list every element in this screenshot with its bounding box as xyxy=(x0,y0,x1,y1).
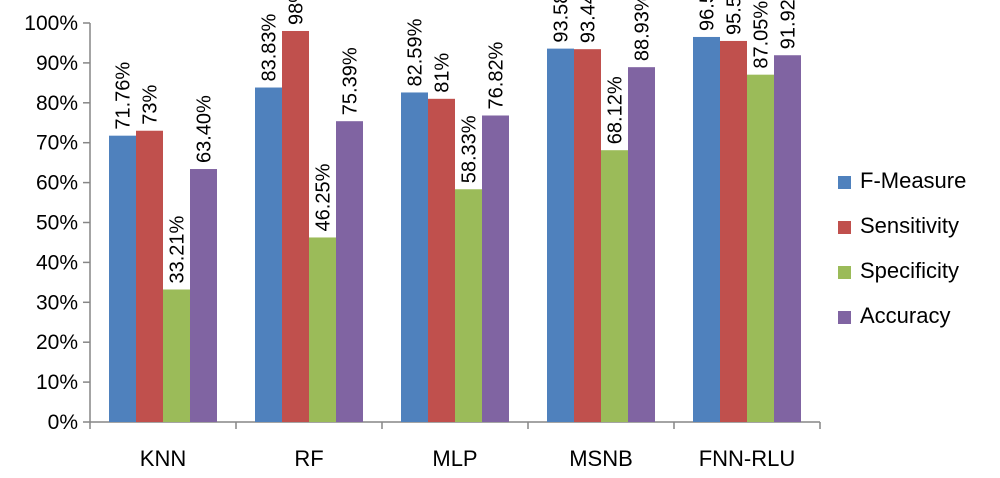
bar-specificity-rf xyxy=(309,237,336,422)
y-tick-label: 40% xyxy=(36,251,78,274)
legend-swatch xyxy=(838,266,851,279)
bar-specificity-mlp xyxy=(455,189,482,422)
legend-swatch xyxy=(838,176,851,189)
data-label: 81% xyxy=(432,53,454,93)
data-label: 87.05% xyxy=(751,1,773,69)
x-tick-label: KNN xyxy=(140,446,186,471)
legend-label: Specificity xyxy=(860,258,959,283)
bar-f-measure-rf xyxy=(255,87,282,422)
bar-f-measure-knn xyxy=(109,135,136,422)
x-tick-label: MSNB xyxy=(569,446,633,471)
legend-swatch xyxy=(838,311,851,324)
bar-specificity-fnn-rlu xyxy=(747,74,774,422)
legend-label: Sensitivity xyxy=(860,213,959,238)
data-labels: 71.76% 73% 33.21% 63.40% 83.83%98% 46.25% 75.3… xyxy=(113,0,800,283)
data-label: 71.76% xyxy=(113,62,135,130)
data-label: 75.39% xyxy=(340,47,362,115)
y-tick-label: 90% xyxy=(36,52,78,75)
data-label: 58.33% xyxy=(459,115,481,183)
y-tick-label: 100% xyxy=(24,12,78,35)
data-label: 33.21% xyxy=(167,215,189,283)
legend-label: F-Measure xyxy=(860,168,966,193)
data-label: 88.93% xyxy=(632,0,654,61)
data-label: 63.40% xyxy=(194,95,216,163)
data-label: 76.82% xyxy=(486,41,508,109)
x-tick-label: FNN-RLU xyxy=(699,446,796,471)
legend-swatch xyxy=(838,221,851,234)
data-label: 82.59% xyxy=(405,18,427,86)
bar-sensitivity-mlp xyxy=(428,98,455,422)
data-label: 46.25% xyxy=(313,163,335,231)
bar-f-measure-fnn-rlu xyxy=(693,36,720,423)
data-label: 93.58% xyxy=(551,0,573,43)
data-label: 95.50% xyxy=(724,0,746,35)
bar-sensitivity-knn xyxy=(136,130,163,423)
y-tick-label: 0% xyxy=(48,411,78,434)
y-tick-label: 50% xyxy=(36,212,78,235)
legend: F-Measure Sensitivity Specificity Accuracy xyxy=(838,168,966,328)
y-tick-label: 30% xyxy=(36,291,78,314)
bar-accuracy-msnb xyxy=(628,67,655,422)
bar-accuracy-knn xyxy=(190,169,217,422)
bar-accuracy-rf xyxy=(336,121,363,422)
bar-accuracy-mlp xyxy=(482,115,509,423)
bar-f-measure-msnb xyxy=(547,48,574,423)
data-label: 96.50% xyxy=(697,0,719,31)
y-tick-label: 60% xyxy=(36,172,78,195)
data-label: 91.92% xyxy=(778,0,800,49)
y-tick-label: 70% xyxy=(36,132,78,155)
bar-f-measure-mlp xyxy=(401,92,428,423)
bars xyxy=(109,30,801,423)
bar-accuracy-fnn-rlu xyxy=(774,55,801,423)
bar-sensitivity-fnn-rlu xyxy=(720,40,747,422)
bar-sensitivity-msnb xyxy=(574,49,601,422)
data-label: 68.12% xyxy=(605,76,627,144)
x-tick-label: RF xyxy=(294,446,323,471)
y-tick-label: 80% xyxy=(36,92,78,115)
x-tick-label: MLP xyxy=(432,446,477,471)
data-label: 73% xyxy=(140,84,162,124)
axes: 0% 10% 20% 30% 40% 50% 60% 70% 80% 90% 100% KNN RF ML… xyxy=(24,12,821,471)
data-label: 98% xyxy=(286,0,308,25)
bar-sensitivity-rf xyxy=(282,30,309,422)
bar-specificity-msnb xyxy=(601,150,628,422)
data-label: 93.44% xyxy=(578,0,600,43)
legend-label: Accuracy xyxy=(860,303,950,328)
data-label: 83.83% xyxy=(259,13,281,81)
y-tick-label: 10% xyxy=(36,371,78,394)
y-tick-label: 20% xyxy=(36,331,78,354)
bar-specificity-knn xyxy=(163,289,190,422)
